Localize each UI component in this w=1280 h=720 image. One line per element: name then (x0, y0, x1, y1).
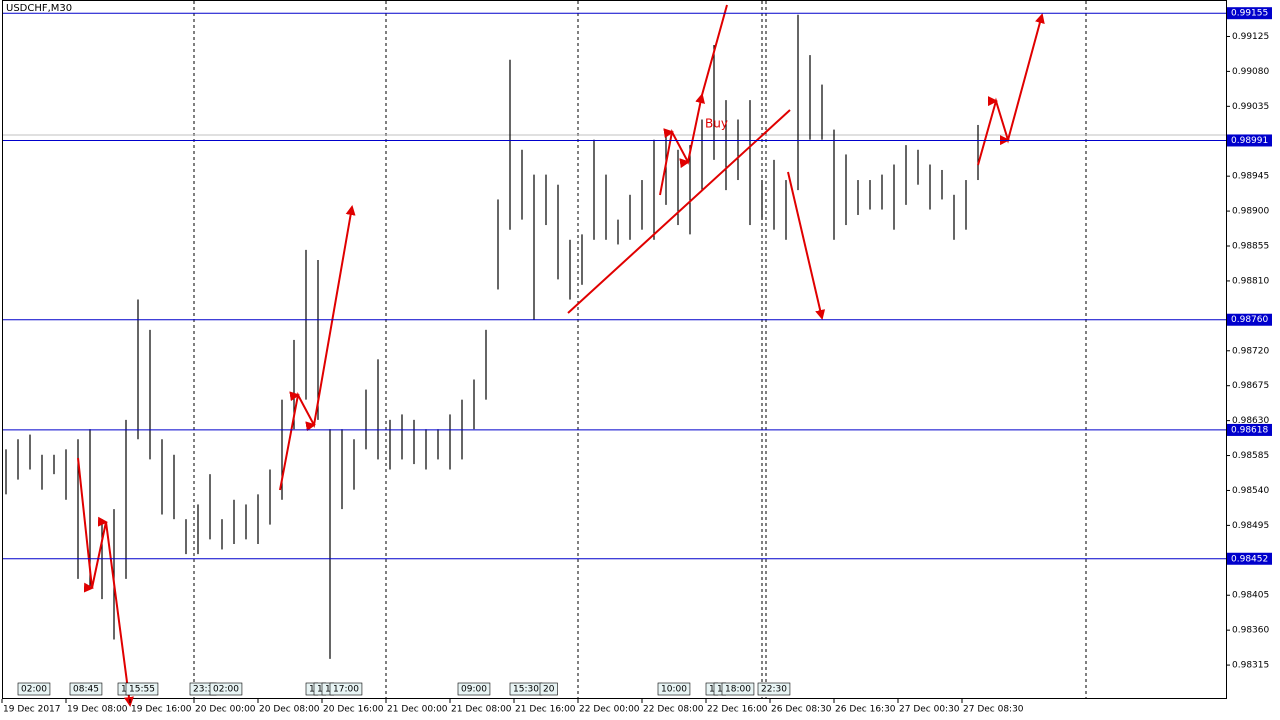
time-marker-box (125, 682, 159, 696)
arrow (279, 205, 356, 491)
y-tick-label: 0.98540 (1232, 486, 1269, 496)
time-marker-box (657, 682, 691, 696)
level-tag (1227, 313, 1272, 326)
x-tick-label: 27 Dec 08:30 (963, 705, 1024, 715)
time-marker-box (539, 682, 558, 696)
annotation: Buy (705, 117, 728, 131)
y-tick-label: 0.99125 (1232, 32, 1269, 42)
y-tick-label: 0.98315 (1232, 661, 1269, 671)
time-marker: 23:3 (193, 685, 213, 695)
plot-frame (2, 0, 1227, 699)
vertical-grid (193, 1, 1087, 698)
time-marker: 17:00 (333, 685, 359, 695)
time-marker: 1 (717, 685, 723, 695)
y-tick-label: 0.98630 (1232, 416, 1269, 426)
y-tick-label: 0.99035 (1232, 102, 1269, 112)
y-tick-label: 0.98495 (1232, 521, 1269, 531)
time-marker-box (69, 682, 103, 696)
time-marker-box (721, 682, 755, 696)
x-tick-label: 21 Dec 16:00 (515, 705, 576, 715)
time-marker-box (757, 682, 791, 696)
time-marker: 02:00 (213, 685, 239, 695)
arrow (659, 4, 728, 196)
y-tick-label: 0.98675 (1232, 381, 1269, 391)
y-tick-label: 0.98405 (1232, 591, 1269, 601)
y-tick-label: 0.98900 (1232, 207, 1269, 217)
level-tag (1227, 552, 1272, 565)
x-tick-label: 27 Dec 00:30 (899, 705, 960, 715)
x-tick-label: 19 Dec 2017 (3, 705, 61, 715)
x-tick-label: 19 Dec 08:00 (67, 705, 128, 715)
y-tick-label: 0.98720 (1232, 346, 1269, 356)
bars (5, 14, 979, 659)
time-marker: 1 (309, 685, 315, 695)
time-marker: 09:00 (461, 685, 487, 695)
y-tick-label: 0.98360 (1232, 626, 1269, 636)
x-tick-label: 19 Dec 16:00 (131, 705, 192, 715)
level-label: 0.98991 (1231, 136, 1268, 146)
y-tick-label: 0.98585 (1232, 451, 1269, 461)
level-tag (1227, 423, 1272, 436)
level-label: 0.99155 (1231, 9, 1268, 19)
x-tick-label: 20 Dec 08:00 (259, 705, 320, 715)
level-tag (1227, 134, 1272, 147)
level-tag (1227, 7, 1272, 20)
x-tick-label: 22 Dec 08:00 (643, 705, 704, 715)
level-label: 0.98760 (1231, 315, 1268, 325)
time-marker: 15:55 (129, 685, 155, 695)
time-marker: 1 (325, 685, 331, 695)
time-marker: 08:45 (73, 685, 99, 695)
time-marker-box (457, 682, 491, 696)
arrow (77, 457, 134, 707)
x-tick-label: 21 Dec 00:00 (387, 705, 448, 715)
time-marker: 22:30 (761, 685, 787, 695)
x-tick-label: 26 Dec 08:30 (771, 705, 832, 715)
trend-line (567, 109, 791, 314)
time-marker-box (329, 682, 363, 696)
time-marker: 02:00 (21, 685, 47, 695)
x-tick-label: 22 Dec 16:00 (707, 705, 768, 715)
time-marker: 1 (121, 685, 127, 695)
time-marker: 18:00 (725, 685, 751, 695)
x-tick-label: 26 Dec 16:30 (835, 705, 896, 715)
y-tick-label: 0.98810 (1232, 276, 1269, 286)
level-label: 0.98618 (1231, 425, 1268, 435)
y-tick-label: 0.99080 (1232, 67, 1269, 77)
time-marker: 10:00 (661, 685, 687, 695)
y-tick-label: 0.98945 (1232, 172, 1269, 182)
x-tick-label: 20 Dec 00:00 (195, 705, 256, 715)
time-marker: 20 (543, 685, 555, 695)
y-tick-label: 0.98855 (1232, 242, 1269, 252)
x-tick-label: 22 Dec 00:00 (579, 705, 640, 715)
chart-title: USDCHF,M30 (6, 3, 72, 14)
time-marker: 1 (317, 685, 323, 695)
time-marker: 1 (709, 685, 715, 695)
arrow (787, 171, 826, 320)
x-tick-label: 20 Dec 16:00 (323, 705, 384, 715)
time-marker-box (17, 682, 51, 696)
time-marker-box (209, 682, 243, 696)
arrow (977, 13, 1045, 166)
drawings: Buy (77, 4, 1045, 707)
time-marker: 15:30 (513, 685, 539, 695)
x-tick-label: 21 Dec 08:00 (451, 705, 512, 715)
level-label: 0.98452 (1231, 554, 1268, 564)
